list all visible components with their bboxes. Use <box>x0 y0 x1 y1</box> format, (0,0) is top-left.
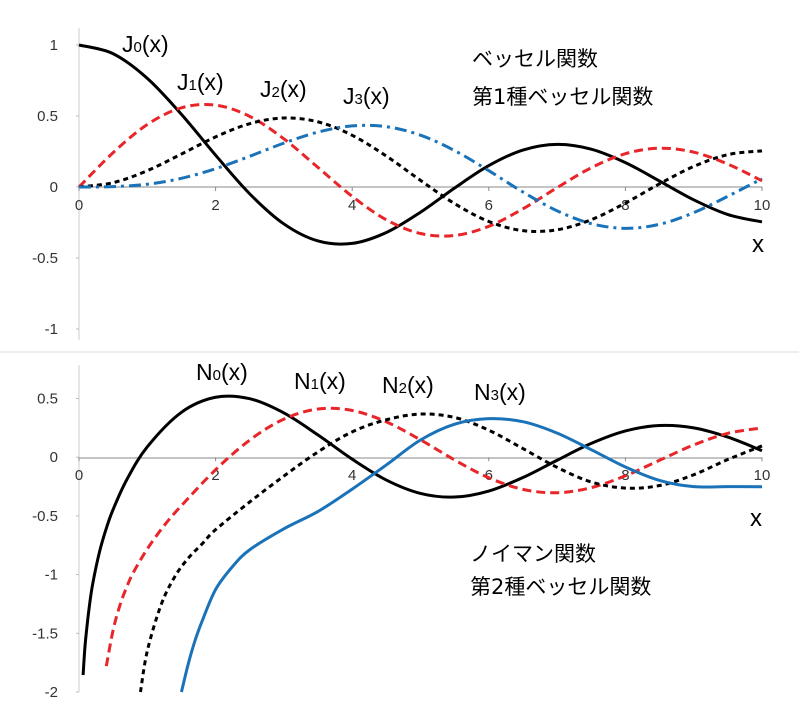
top-x-tick-label: 4 <box>348 197 356 214</box>
bottom-y-tick-label: 0 <box>50 449 58 466</box>
top-panel-bessel-first-kind: 10.50-0.5-1 0 2 4 6 8 10 J0(x)J1(x) J2(x) J3(x)… <box>32 28 770 340</box>
top-series-line-j1 <box>77 102 763 238</box>
series-label-main: J <box>122 31 134 57</box>
bottom-x-tick-label: 10 <box>754 467 771 484</box>
top-y-tick-label: 0 <box>50 179 58 196</box>
top-x-tick-label: 8 <box>621 197 629 214</box>
top-series-line-j2 <box>78 116 763 233</box>
series-label-subscript: 2 <box>399 380 407 397</box>
bottom-series-line-n3 <box>179 417 763 693</box>
bottom-y-tick-label: -2 <box>45 684 58 701</box>
series-label-tail: (x) <box>319 368 346 394</box>
series-label-tail: (x) <box>363 83 390 109</box>
series-label-tail: (x) <box>221 359 248 385</box>
bottom-series-line-n1 <box>104 406 763 667</box>
series-label-subscript: 1 <box>189 77 197 94</box>
bottom-x-tick-label: 0 <box>75 467 83 484</box>
series-label-main: N <box>382 372 399 398</box>
top-y-tick-label: 0.5 <box>37 108 58 125</box>
series-label-tail: (x) <box>407 372 434 398</box>
bottom-series-label-n0: N0(x) <box>196 359 248 385</box>
top-series-line-j3 <box>78 123 763 230</box>
series-label-subscript: 0 <box>213 367 221 384</box>
top-x-tick-label: 2 <box>211 197 219 214</box>
top-x-tick-label: 10 <box>754 197 771 214</box>
series-label-main: N <box>474 379 491 405</box>
top-series-label-j3: J3(x) <box>343 83 390 109</box>
bottom-series-line-n2 <box>138 412 763 693</box>
top-series-label-j0: J0(x) <box>122 31 169 57</box>
bottom-panel-neumann: 0.50-0.5-1-1.5-2 0 2 4 6 8 10 N0(x) N1(x) N2(x)… <box>32 359 770 701</box>
top-x-tick-label: 0 <box>75 197 83 214</box>
bottom-series-line-n0 <box>81 394 763 676</box>
series-label-main: J <box>177 69 189 95</box>
bottom-x-tick-label: 4 <box>348 467 356 484</box>
series-label-main: N <box>196 359 213 385</box>
top-y-tick-label: -1 <box>45 321 58 338</box>
top-annotation-line-2: 第1種ベッセル関数 <box>472 85 653 109</box>
top-x-tick-label: 6 <box>485 197 493 214</box>
series-label-main: J <box>260 76 272 102</box>
series-label-main: N <box>294 368 311 394</box>
series-label-tail: (x) <box>197 69 224 95</box>
bottom-series-label-n2: N2(x) <box>382 372 434 398</box>
top-x-axis-label: x <box>752 231 764 258</box>
bottom-annotation-line-1: ノイマン関数 <box>470 542 596 566</box>
top-y-tick-label: -0.5 <box>32 250 58 267</box>
bottom-x-tick-label: 2 <box>211 467 219 484</box>
bottom-annotation-line-2: 第2種ベッセル関数 <box>470 575 651 599</box>
series-label-subscript: 3 <box>355 91 363 108</box>
top-series-label-j2: J2(x) <box>260 76 307 102</box>
series-label-main: J <box>343 83 355 109</box>
series-label-subscript: 0 <box>134 39 142 56</box>
top-series-label-j1: J1(x) <box>177 69 224 95</box>
bottom-x-axis-label: x <box>750 505 762 532</box>
bottom-y-tick-label: 0.5 <box>37 391 58 408</box>
series-label-tail: (x) <box>499 379 526 405</box>
series-label-tail: (x) <box>142 31 169 57</box>
bottom-y-tick-label: -1.5 <box>32 625 58 642</box>
series-label-tail: (x) <box>280 76 307 102</box>
top-series-line-j0 <box>78 43 763 246</box>
bottom-series-label-n3: N3(x) <box>474 379 526 405</box>
bottom-y-tick-label: -0.5 <box>32 508 58 525</box>
top-annotation-line-1: ベッセル関数 <box>472 47 598 71</box>
series-label-subscript: 1 <box>311 376 319 393</box>
top-y-tick-label: 1 <box>50 37 58 54</box>
series-label-subscript: 3 <box>491 387 499 404</box>
series-label-subscript: 2 <box>272 84 280 101</box>
bottom-x-tick-label: 6 <box>485 467 493 484</box>
bottom-series-label-n1: N1(x) <box>294 368 346 394</box>
bottom-y-tick-label: -1 <box>45 567 58 584</box>
